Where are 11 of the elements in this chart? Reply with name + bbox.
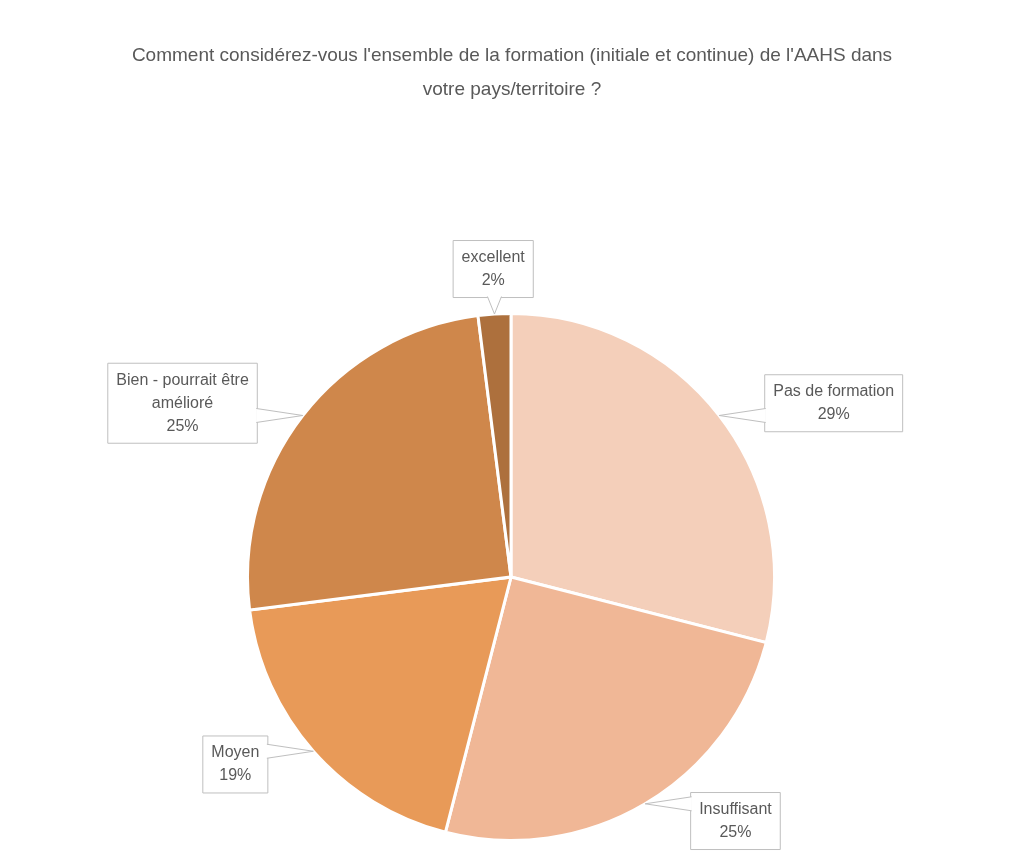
data-label: 2% xyxy=(481,270,505,288)
data-label: 25% xyxy=(166,416,199,434)
slice-label: Pas de formation xyxy=(773,382,895,400)
slice-label: Insuffisant xyxy=(699,799,773,817)
slice-label: excellent xyxy=(461,247,526,265)
data-label: 29% xyxy=(817,405,850,423)
slice-label: Bien - pourrait être amélioré xyxy=(116,370,249,411)
chart-title: Comment considérez-vous l'ensemble de la formation (initiale et continue) de l'AAHS dans votre pays/territoire ? xyxy=(130,43,894,101)
data-label: 19% xyxy=(219,766,252,784)
data-label: 25% xyxy=(719,822,752,840)
slice-label: Moyen xyxy=(211,743,260,761)
